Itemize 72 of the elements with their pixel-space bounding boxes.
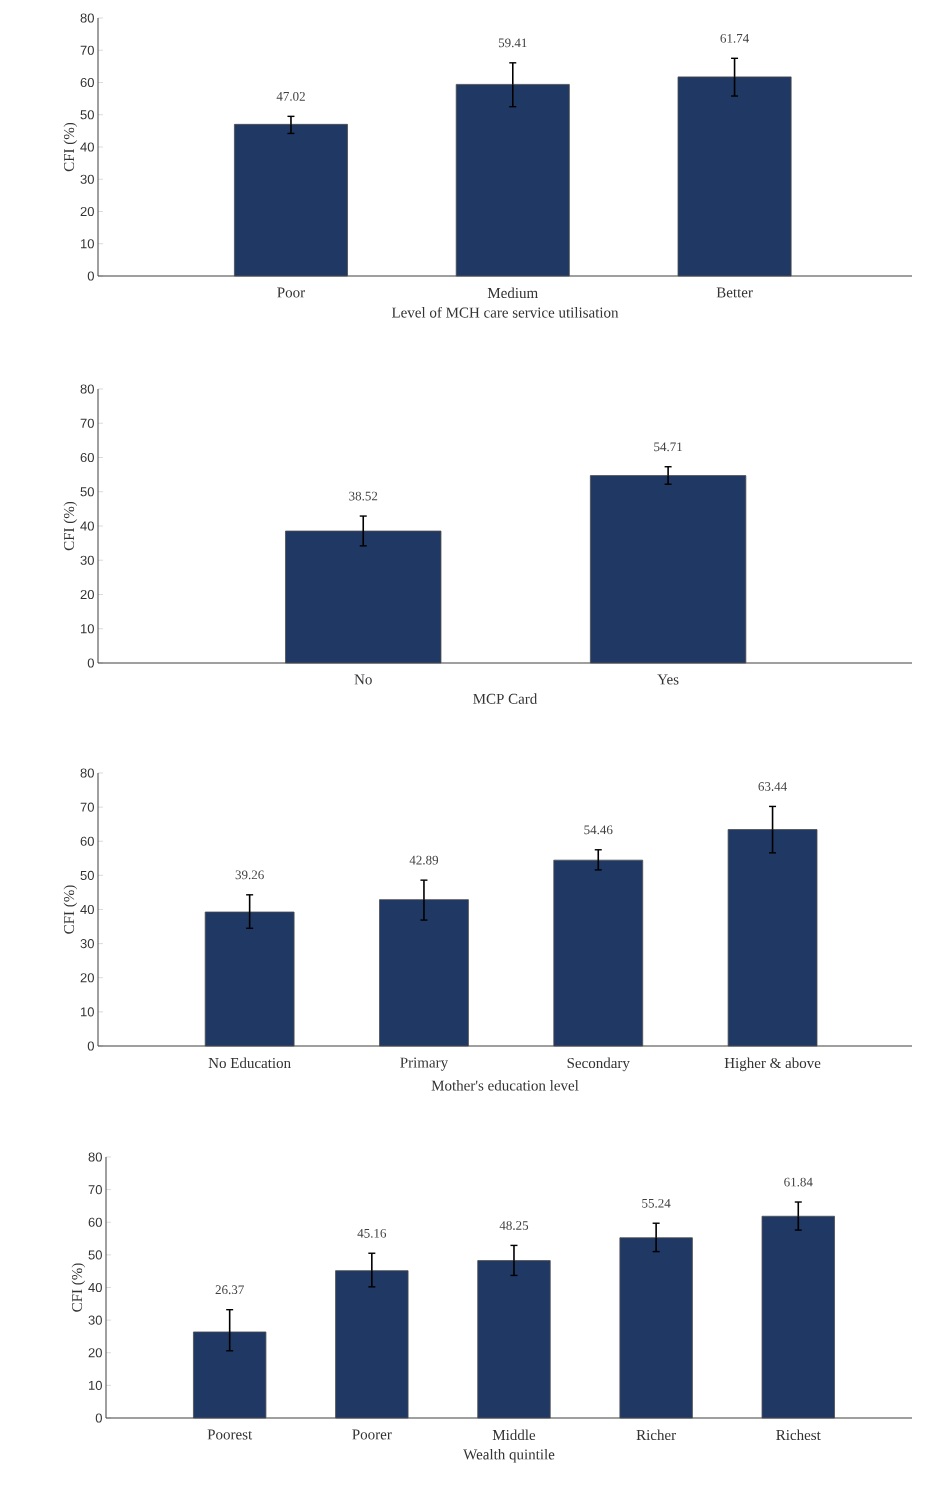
x-axis-title: Wealth quintile [463, 1448, 555, 1463]
y-tick-label: 30 [80, 939, 94, 949]
data-label: 42.89 [409, 855, 439, 865]
data-label: 47.02 [276, 91, 305, 101]
data-label: 54.46 [584, 825, 613, 835]
x-axis-title: Mother's education level [431, 1080, 579, 1091]
y-tick-label: 30 [80, 174, 94, 184]
y-tick-label: 60 [80, 836, 94, 846]
y-tick-label: 20 [80, 589, 94, 600]
x-tick-label: Higher & above [724, 1057, 821, 1072]
x-tick-label: No Education [208, 1057, 291, 1069]
y-tick-label: 50 [80, 110, 94, 120]
y-axis-title: CFI (%) [63, 122, 78, 172]
x-tick-label: Poorest [207, 1429, 253, 1440]
y-tick-label: 20 [80, 973, 94, 983]
x-axis-title: MCP Card [473, 693, 538, 704]
y-tick-label: 40 [80, 142, 94, 152]
y-tick-label: 50 [80, 870, 94, 880]
y-tick-label: 0 [87, 658, 94, 668]
y-tick-label: 40 [80, 521, 94, 531]
y-tick-label: 0 [87, 271, 94, 281]
x-tick-label: Medium [487, 287, 538, 299]
y-tick-label: 50 [80, 487, 94, 497]
y-tick-label: 80 [80, 384, 94, 394]
x-axis-title: Level of MCH care service utilisation [391, 306, 619, 318]
data-label: 61.84 [784, 1177, 813, 1187]
y-tick-label: 30 [80, 555, 94, 565]
y-axis-title: CFI (%) [71, 1263, 86, 1312]
x-tick-label: Primary [400, 1057, 449, 1071]
y-tick-label: 80 [88, 1152, 102, 1162]
y-tick-label: 10 [81, 239, 94, 249]
y-tick-label: 70 [80, 418, 94, 428]
y-tick-label: 60 [88, 1217, 102, 1227]
data-label: 26.37 [215, 1285, 244, 1295]
y-tick-label: 10 [89, 1380, 102, 1390]
y-tick-label: 70 [80, 45, 94, 55]
y-tick-label: 20 [80, 206, 94, 217]
x-tick-label: Richer [636, 1429, 676, 1441]
data-label: 38.52 [349, 491, 378, 501]
x-tick-label: Poorer [352, 1429, 392, 1440]
y-tick-label: 80 [80, 13, 94, 23]
x-tick-label: Better [716, 287, 753, 298]
data-label: 54.71 [654, 442, 682, 452]
x-tick-label: Richest [776, 1429, 821, 1441]
x-tick-label: No [354, 674, 372, 685]
data-label: 55.24 [642, 1198, 671, 1208]
data-label: 63.44 [758, 782, 787, 791]
y-tick-label: 0 [87, 1041, 94, 1051]
y-tick-label: 40 [88, 1282, 102, 1293]
y-tick-label: 50 [88, 1250, 102, 1260]
y-axis-title: CFI (%) [63, 885, 78, 934]
y-tick-label: 20 [88, 1348, 102, 1358]
data-label: 39.26 [235, 870, 264, 880]
data-label: 45.16 [357, 1228, 387, 1238]
data-label: 59.41 [498, 38, 527, 48]
y-axis-title: CFI (%) [63, 501, 78, 551]
data-label: 61.74 [720, 33, 749, 43]
y-tick-label: 10 [81, 1007, 94, 1017]
y-tick-label: 10 [81, 624, 94, 634]
y-tick-label: 30 [88, 1315, 102, 1325]
y-tick-label: 40 [80, 904, 94, 915]
y-tick-label: 60 [80, 77, 94, 88]
data-label: 48.25 [499, 1221, 529, 1230]
y-tick-label: 70 [80, 802, 94, 812]
x-tick-label: Secondary [567, 1057, 630, 1072]
x-tick-label: Middle [492, 1429, 536, 1441]
x-tick-label: Poor [277, 287, 305, 298]
y-tick-label: 60 [80, 452, 94, 463]
x-tick-label: Yes [657, 674, 679, 685]
y-tick-label: 70 [88, 1185, 102, 1195]
y-tick-label: 0 [95, 1413, 102, 1423]
y-tick-label: 80 [80, 768, 94, 778]
